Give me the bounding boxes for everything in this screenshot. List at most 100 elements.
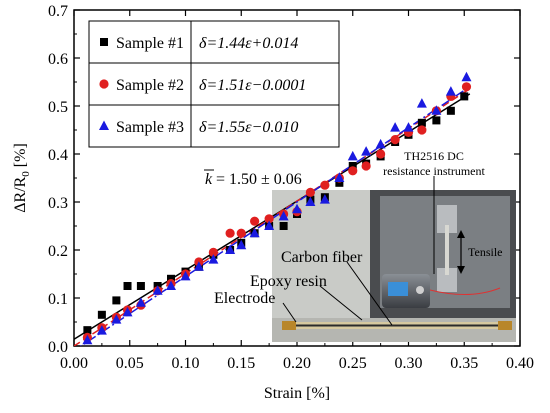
inset-photo-grip-upper	[437, 205, 457, 233]
y-axis-ticks: 0.0 0.1 0.2 0.3 0.4 0.5 0.6 0.7	[48, 3, 520, 356]
data-point-series-2	[305, 187, 315, 197]
inset-photo-electrode-right	[498, 321, 512, 330]
k-symbol: k	[205, 171, 213, 188]
data-point-series-3	[390, 122, 401, 132]
data-point-series-3	[334, 172, 345, 182]
inset-photo-grip-lower	[437, 268, 457, 292]
legend-marker-series-2	[99, 79, 109, 89]
data-point-series-3	[292, 203, 302, 214]
y-tick-label: 0.1	[48, 291, 68, 308]
label-instrument: TH2516 DC	[404, 149, 464, 163]
y-tick-label: 0.2	[48, 243, 68, 260]
data-point-series-1	[167, 274, 176, 283]
x-tick-label: 0.00	[60, 355, 88, 372]
data-point-series-1	[460, 92, 469, 101]
data-point-series-1	[279, 222, 288, 230]
label-carbon-fiber: Carbon fiber	[281, 249, 363, 266]
legend-label-series-2: Sample #2	[116, 77, 184, 94]
legend-marker-series-3	[99, 120, 109, 130]
legend-fit-equation-series-3: δ=1.55ε−0.010	[199, 119, 298, 136]
y-tick-label: 0.5	[48, 99, 68, 116]
arrow-epoxy-resin	[319, 285, 363, 321]
inset-photo-table	[272, 318, 516, 342]
data-point-series-2	[417, 125, 427, 135]
data-point-series-3	[347, 150, 358, 161]
data-point-series-3	[208, 254, 219, 264]
data-point-series-3	[305, 196, 316, 206]
data-point-series-3	[180, 270, 191, 281]
arrow-carbon-fiber	[346, 261, 393, 326]
legend-label-series-1: Sample #1	[116, 35, 184, 52]
data-point-series-3	[431, 105, 442, 115]
x-tick-label: 0.10	[172, 355, 200, 372]
label-epoxy-resin: Epoxy resin	[250, 273, 327, 290]
data-point-series-2	[376, 149, 386, 159]
y-tick-label: 0.0	[48, 339, 68, 356]
data-point-series-2	[225, 228, 235, 238]
data-point-series-3	[278, 210, 289, 221]
legend-marker-series-1	[100, 38, 108, 46]
y-tick-label: 0.7	[48, 3, 68, 20]
arrow-tensile-head-up	[457, 230, 465, 238]
legend-label-series-3: Sample #3	[116, 119, 184, 136]
data-point-series-3	[193, 261, 204, 271]
data-point-series-3	[96, 325, 107, 335]
data-point-series-1	[112, 296, 121, 305]
data-point-series-3	[236, 239, 247, 250]
data-point-series-2	[208, 247, 218, 257]
label-instrument-line2: resistance instrument	[383, 164, 485, 178]
data-point-series-1	[348, 162, 357, 170]
legend-fit-equation-series-2: δ=1.51ε−0.0001	[199, 77, 306, 94]
inset-photo-instrument-knob	[416, 286, 424, 294]
data-points	[82, 71, 472, 345]
x-tick-label: 0.40	[506, 355, 534, 372]
data-point-series-2	[390, 135, 400, 145]
data-point-series-1	[123, 282, 132, 290]
data-point-series-3	[249, 227, 260, 238]
data-point-series-3	[82, 334, 93, 345]
x-tick-label: 0.30	[395, 355, 423, 372]
data-point-series-1	[335, 178, 344, 187]
k-value: = 1.50 ± 0.06	[216, 171, 302, 188]
x-tick-label: 0.25	[339, 355, 367, 372]
data-point-series-2	[236, 228, 246, 238]
data-point-series-3	[375, 138, 386, 149]
data-point-series-1	[83, 326, 92, 335]
data-point-series-2	[320, 180, 330, 190]
x-tick-label: 0.15	[227, 355, 255, 372]
inset-photo-specimen-vertical	[445, 225, 449, 275]
data-point-series-3	[225, 244, 236, 254]
legend-table: Sample #1 δ=1.44ε+0.014 Sample #2 δ=1.51ε−0…	[88, 20, 340, 148]
data-point-series-1	[446, 106, 455, 115]
x-tick-label: 0.20	[283, 355, 311, 372]
y-axis-title: ΔR/R0 [%]	[12, 143, 32, 213]
inset-photo-instrument-screen	[388, 282, 408, 296]
legend-fit-equation-series-1: δ=1.44ε+0.014	[199, 35, 298, 52]
data-point-series-2	[361, 161, 371, 171]
x-axis-ticks: 0.00 0.05 0.10 0.15 0.20 0.25 0.30 0.35 0.40	[60, 10, 534, 372]
data-point-series-1	[432, 116, 441, 125]
data-point-series-3	[461, 71, 472, 82]
data-point-series-3	[361, 146, 372, 156]
arrow-tensile-head-down	[457, 266, 465, 274]
data-point-series-3	[166, 280, 177, 290]
y-tick-label: 0.4	[48, 147, 68, 164]
data-point-series-2	[264, 214, 274, 224]
label-tensile: Tensile	[468, 245, 502, 259]
x-tick-label: 0.35	[450, 355, 478, 372]
y-tick-label: 0.6	[48, 51, 68, 68]
data-point-series-1	[417, 118, 426, 127]
fit-line-series-3	[79, 86, 471, 346]
data-point-series-2	[348, 166, 358, 176]
data-point-series-1	[97, 310, 106, 319]
data-point-series-3	[135, 297, 146, 307]
x-tick-label: 0.05	[116, 355, 144, 372]
y-tick-label: 0.3	[48, 195, 68, 212]
inset-photo	[272, 190, 516, 342]
data-point-series-3	[445, 86, 456, 96]
data-point-series-3	[416, 98, 427, 108]
arrow-electrode	[282, 302, 297, 323]
legend-frame	[88, 20, 340, 148]
